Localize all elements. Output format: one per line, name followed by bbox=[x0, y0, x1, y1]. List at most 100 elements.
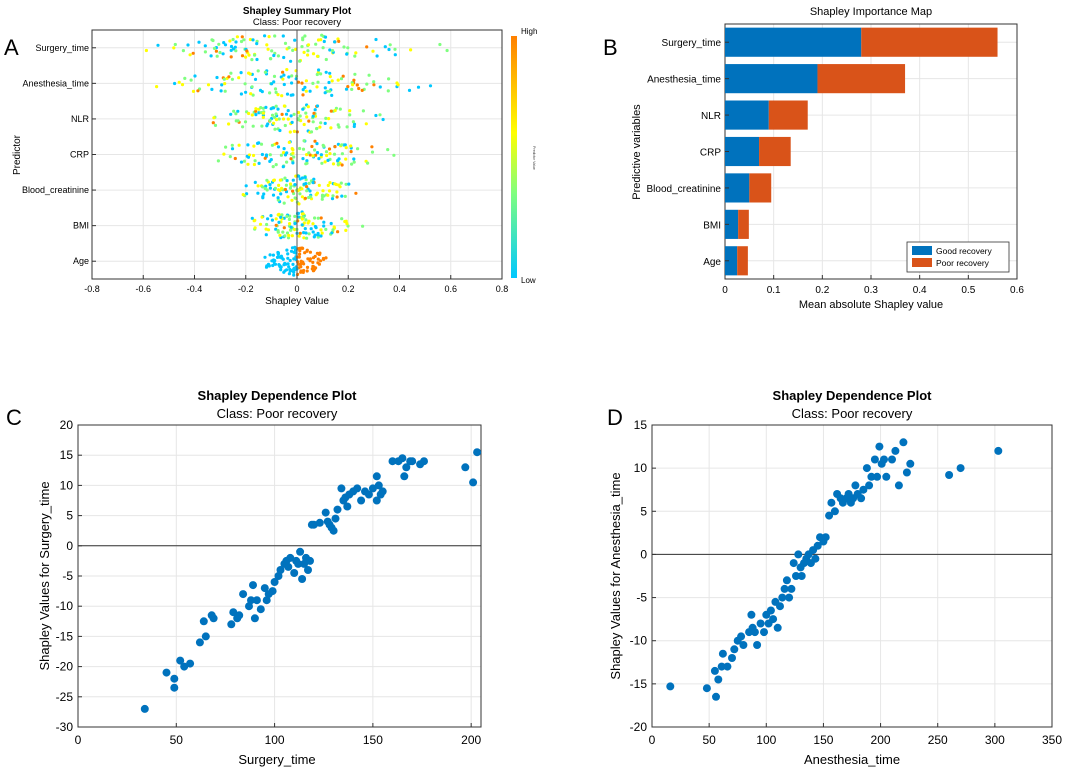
panel-d-point bbox=[794, 550, 803, 559]
panel-b-legend: Good recovery Poor recovery bbox=[906, 241, 1010, 273]
panel-a-point bbox=[261, 106, 265, 110]
panel-d-point bbox=[750, 628, 759, 637]
panel-a-point bbox=[322, 144, 326, 148]
panel-a-point bbox=[339, 77, 344, 81]
panel-a-point bbox=[333, 145, 337, 149]
panel-d-point bbox=[723, 662, 732, 671]
panel-a-point bbox=[333, 108, 337, 113]
panel-a-point bbox=[374, 37, 378, 42]
panel-a-point bbox=[283, 234, 287, 238]
panel-a-point bbox=[350, 87, 354, 91]
panel-a-point bbox=[276, 188, 281, 192]
panel-c-point bbox=[247, 596, 255, 605]
panel-c-point bbox=[378, 487, 387, 496]
panel-a-point bbox=[343, 194, 347, 198]
panel-a-point bbox=[313, 148, 317, 152]
panel-c-ytick-label: -25 bbox=[56, 690, 74, 704]
panel-d: D 0 50 100 150 200 250 300 350 -20 -15 -10 -5 0 5 10 1… bbox=[607, 388, 1062, 767]
panel-a-point bbox=[301, 107, 305, 111]
panel-a-point bbox=[336, 142, 340, 146]
panel-d-xtick-label: 350 bbox=[1042, 733, 1062, 747]
panel-a-point bbox=[305, 115, 309, 119]
panel-a-point bbox=[244, 90, 248, 94]
panel-a-point bbox=[271, 193, 276, 197]
panel-a-point bbox=[311, 154, 315, 158]
panel-a-point bbox=[313, 114, 318, 118]
panel-a-point bbox=[286, 236, 291, 240]
panel-a-point bbox=[304, 89, 308, 93]
panel-a-point bbox=[269, 214, 273, 218]
panel-a-point bbox=[329, 126, 333, 130]
panel-a-point bbox=[318, 251, 322, 255]
panel-a-point bbox=[305, 248, 309, 252]
panel-a-point bbox=[280, 112, 284, 116]
panel-a-point bbox=[302, 231, 306, 235]
panel-a-point bbox=[375, 54, 379, 58]
panel-b-ycats: Surgery_time Anesthesia_time NLR CRP Blood_c… bbox=[647, 38, 729, 268]
panel-a-point bbox=[305, 159, 309, 163]
panel-a-point bbox=[286, 256, 290, 260]
panel-a-point bbox=[341, 74, 345, 78]
panel-a-point bbox=[282, 147, 286, 151]
panel-a-point bbox=[280, 213, 284, 217]
panel-a-point bbox=[279, 192, 283, 196]
panel-c-point bbox=[209, 614, 218, 623]
panel-d-xtick-label: 250 bbox=[928, 733, 948, 747]
panel-a-point bbox=[290, 81, 294, 85]
panel-a-point bbox=[329, 109, 333, 113]
panel-a-point bbox=[252, 219, 256, 223]
panel-a-point bbox=[230, 77, 234, 81]
panel-a-point bbox=[292, 273, 296, 277]
panel-a-point bbox=[281, 151, 286, 155]
panel-a-point bbox=[274, 163, 278, 167]
panel-a-point bbox=[218, 50, 222, 55]
panel-c-point bbox=[195, 638, 204, 647]
panel-a-point bbox=[337, 183, 341, 187]
panel-a-point bbox=[299, 259, 303, 263]
panel-a-point bbox=[245, 192, 249, 196]
panel-a-point bbox=[305, 189, 309, 193]
panel-a-point bbox=[268, 183, 272, 187]
panel-a-point bbox=[374, 113, 378, 118]
panel-a-point bbox=[282, 73, 286, 77]
panel-a-xtick-label: -0.8 bbox=[84, 284, 100, 294]
panel-c-point bbox=[186, 659, 195, 668]
panel-a-point bbox=[260, 185, 265, 189]
panel-a-point bbox=[301, 157, 305, 161]
panel-a-point bbox=[177, 80, 181, 84]
panel-a-point bbox=[264, 227, 268, 231]
panel-a-points bbox=[144, 33, 449, 277]
panel-c-title: Shapley Dependence Plot bbox=[198, 388, 358, 403]
panel-d-point bbox=[857, 494, 866, 503]
panel-a-point bbox=[281, 77, 285, 81]
panel-a-point bbox=[296, 260, 300, 264]
panel-a-point bbox=[253, 226, 257, 230]
panel-a-point bbox=[284, 112, 289, 116]
panel-a-point bbox=[280, 186, 284, 190]
panel-a-point bbox=[246, 155, 251, 159]
panel-d-point bbox=[899, 438, 908, 447]
panel-a-point bbox=[281, 70, 285, 74]
panel-a-point bbox=[275, 141, 279, 145]
panel-a-point bbox=[292, 155, 296, 159]
panel-a-point bbox=[386, 89, 390, 93]
panel-a-point bbox=[250, 58, 254, 62]
panel-a-point bbox=[222, 77, 226, 81]
panel-a-point bbox=[276, 107, 280, 111]
panel-d-point bbox=[875, 442, 884, 451]
panel-a-point bbox=[364, 122, 368, 126]
panel-a-point bbox=[315, 54, 320, 58]
panel-a-point bbox=[308, 250, 312, 254]
panel-a-point bbox=[416, 85, 421, 89]
panel-b-xtick-label: 0.2 bbox=[815, 285, 829, 296]
panel-d-xticks: 0 50 100 150 200 250 300 350 bbox=[649, 723, 1062, 747]
panel-a-point bbox=[270, 113, 275, 117]
panel-a-point bbox=[345, 222, 349, 226]
panel-a-point bbox=[315, 85, 319, 89]
panel-a-point bbox=[283, 123, 287, 128]
panel-a-point bbox=[293, 214, 297, 218]
panel-a-point bbox=[340, 217, 344, 221]
panel-a-point bbox=[279, 153, 283, 157]
panel-a-point bbox=[193, 74, 197, 78]
panel-a-point bbox=[293, 268, 297, 272]
